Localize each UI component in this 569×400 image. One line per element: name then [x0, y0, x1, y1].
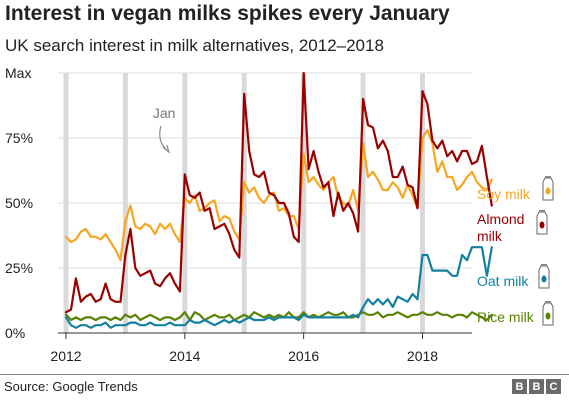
carton-cap	[541, 264, 547, 266]
x-axis: 2012 2014 2016 2018	[50, 333, 438, 364]
y-tick-label: 75%	[5, 130, 33, 146]
bbc-logo-letter: C	[546, 379, 561, 394]
carton-cap	[545, 301, 551, 303]
bbc-logo-letter: B	[512, 379, 527, 394]
series-label: Soy milk	[477, 186, 531, 202]
series-label: Almond milk	[477, 211, 524, 244]
x-tick-label: 2014	[169, 348, 200, 364]
series-lines	[64, 71, 493, 329]
carton-emblem	[545, 312, 551, 320]
chart-subtitle: UK search interest in milk alternatives,…	[5, 36, 384, 55]
milk-carton-icon	[542, 176, 554, 201]
y-tick-label: 50%	[5, 195, 33, 211]
rice-carton-icon	[542, 301, 554, 326]
annotation-label: Jan	[153, 105, 176, 121]
carton-cap	[545, 176, 551, 178]
source-note: Source: Google Trends	[4, 379, 138, 394]
oat-milk-line	[64, 246, 493, 329]
y-tick-label: 0%	[5, 325, 25, 341]
series-label: Oat milk	[477, 273, 529, 289]
carton-emblem	[541, 275, 547, 283]
y-tick-label: Max	[5, 65, 31, 81]
oat-carton-icon	[538, 264, 550, 289]
x-tick-label: 2012	[50, 348, 81, 364]
carton-cap	[539, 210, 545, 212]
x-tick-label: 2018	[407, 348, 438, 364]
chart-title: Interest in vegan milks spikes every Jan…	[5, 2, 450, 25]
series-labels: Soy milk Almond milk Oat milk Rice milk	[477, 176, 554, 326]
series-label: Rice milk	[477, 309, 535, 325]
carton-emblem	[539, 221, 545, 229]
gridlines	[58, 72, 472, 334]
soy-milk-line	[64, 129, 493, 262]
bbc-logo: B B C	[512, 379, 561, 394]
y-axis: 0% 25% 50% 75% Max	[5, 65, 33, 341]
footer-divider	[0, 374, 569, 375]
rice-milk-line	[64, 311, 493, 322]
line-chart: 0% 25% 50% 75% Max 2012 2014 2016 2018 Jan Soy …	[5, 65, 554, 364]
almond-milk-line	[64, 71, 493, 314]
y-tick-label: 25%	[5, 260, 33, 276]
annotation: Jan	[153, 105, 176, 154]
carton-emblem	[545, 187, 551, 195]
almond-carton-icon	[536, 210, 548, 235]
x-tick-label: 2016	[288, 348, 319, 364]
bbc-logo-letter: B	[529, 379, 544, 394]
annotation-arrowhead	[162, 144, 170, 154]
